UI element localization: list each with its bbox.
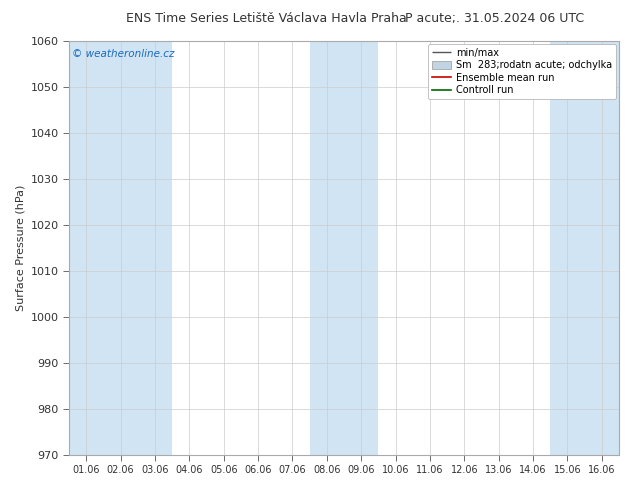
Bar xyxy=(138,41,172,455)
Bar xyxy=(344,41,378,455)
Bar xyxy=(69,41,103,455)
Y-axis label: Surface Pressure (hPa): Surface Pressure (hPa) xyxy=(15,185,25,311)
Text: ENS Time Series Letiště Václava Havla Praha: ENS Time Series Letiště Václava Havla Pr… xyxy=(126,12,406,25)
Bar xyxy=(585,41,619,455)
Legend: min/max, Sm  283;rodatn acute; odchylka, Ensemble mean run, Controll run: min/max, Sm 283;rodatn acute; odchylka, … xyxy=(428,44,616,99)
Bar xyxy=(103,41,138,455)
Text: P acute;. 31.05.2024 06 UTC: P acute;. 31.05.2024 06 UTC xyxy=(405,12,584,25)
Bar xyxy=(309,41,344,455)
Bar xyxy=(550,41,585,455)
Text: © weatheronline.cz: © weatheronline.cz xyxy=(72,49,174,59)
